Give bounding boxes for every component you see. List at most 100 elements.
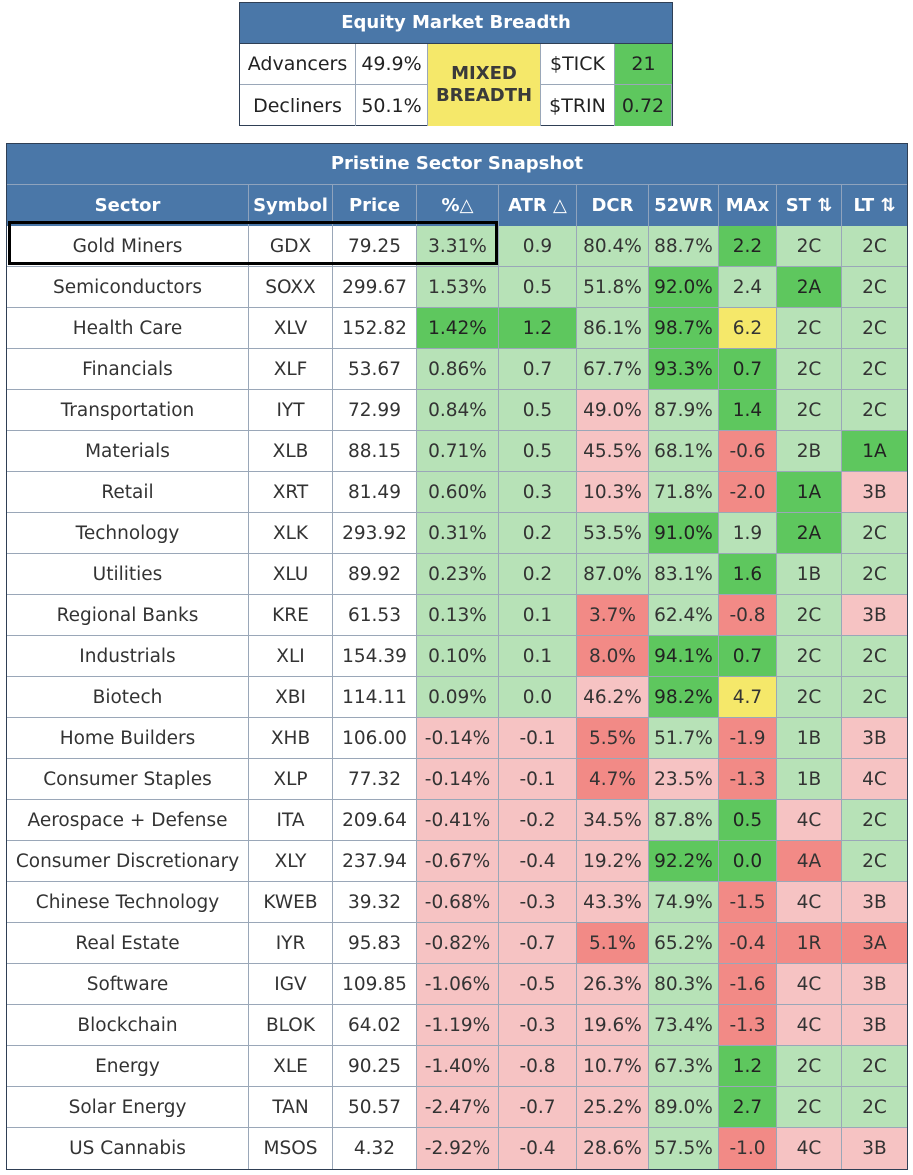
cell-dcr: 49.0% bbox=[577, 390, 649, 431]
cell-max: -1.6 bbox=[719, 964, 777, 1005]
cell-st: 1B bbox=[777, 554, 842, 595]
cell-52wr: 88.7% bbox=[649, 226, 719, 267]
cell-st: 2C bbox=[777, 390, 842, 431]
cell-st: 2C bbox=[777, 677, 842, 718]
cell-max: 0.7 bbox=[719, 349, 777, 390]
cell-st: 1B bbox=[777, 718, 842, 759]
cell-dcr: 19.2% bbox=[577, 841, 649, 882]
cell-lt: 2C bbox=[842, 636, 907, 677]
cell-atr-change: 0.3 bbox=[499, 472, 577, 513]
cell-52wr: 83.1% bbox=[649, 554, 719, 595]
cell-price: 77.32 bbox=[333, 759, 417, 800]
cell-symbol: IYR bbox=[249, 923, 333, 964]
cell-price: 72.99 bbox=[333, 390, 417, 431]
decliners-label: Decliners bbox=[240, 85, 356, 126]
cell-lt: 2C bbox=[842, 1087, 907, 1128]
table-row: Regional Banks KRE 61.53 0.13% 0.1 3.7% 62.4% -… bbox=[7, 595, 907, 636]
cell-sector: Industrials bbox=[7, 636, 249, 677]
cell-atr-change: -0.8 bbox=[499, 1046, 577, 1087]
breadth-status-badge: MIXED BREADTH bbox=[428, 44, 541, 126]
cell-atr-change: 0.9 bbox=[499, 226, 577, 267]
cell-st: 4C bbox=[777, 800, 842, 841]
cell-lt: 2C bbox=[842, 513, 907, 554]
breadth-title: Equity Market Breadth bbox=[240, 3, 672, 44]
cell-lt: 2C bbox=[842, 390, 907, 431]
cell-price: 152.82 bbox=[333, 308, 417, 349]
cell-atr-change: -0.3 bbox=[499, 882, 577, 923]
table-row: Blockchain BLOK 64.02 -1.19% -0.3 19.6% 73.4% -… bbox=[7, 1005, 907, 1046]
table-header-row: Sector Symbol Price %△ ATR △ DCR 52WR MAx ST ⇅ LT… bbox=[7, 185, 907, 226]
cell-dcr: 53.5% bbox=[577, 513, 649, 554]
cell-st: 2C bbox=[777, 595, 842, 636]
cell-atr-change: 0.5 bbox=[499, 431, 577, 472]
cell-price: 88.15 bbox=[333, 431, 417, 472]
cell-sector: Aerospace + Defense bbox=[7, 800, 249, 841]
cell-sector: Biotech bbox=[7, 677, 249, 718]
cell-symbol: KWEB bbox=[249, 882, 333, 923]
cell-price: 237.94 bbox=[333, 841, 417, 882]
cell-lt: 2C bbox=[842, 308, 907, 349]
cell-pct-change: -0.14% bbox=[417, 759, 499, 800]
cell-price: 64.02 bbox=[333, 1005, 417, 1046]
cell-lt: 2C bbox=[842, 677, 907, 718]
cell-atr-change: 0.2 bbox=[499, 554, 577, 595]
cell-st: 1B bbox=[777, 759, 842, 800]
cell-lt: 2C bbox=[842, 267, 907, 308]
decliners-value: 50.1% bbox=[356, 85, 428, 126]
column-header-symbol: Symbol bbox=[249, 185, 333, 226]
cell-52wr: 71.8% bbox=[649, 472, 719, 513]
cell-st: 1R bbox=[777, 923, 842, 964]
cell-max: -0.6 bbox=[719, 431, 777, 472]
cell-sector: Retail bbox=[7, 472, 249, 513]
cell-lt: 1A bbox=[842, 431, 907, 472]
cell-atr-change: 0.1 bbox=[499, 636, 577, 677]
cell-pct-change: -0.14% bbox=[417, 718, 499, 759]
cell-52wr: 92.0% bbox=[649, 267, 719, 308]
cell-atr-change: 0.1 bbox=[499, 595, 577, 636]
cell-lt: 3B bbox=[842, 472, 907, 513]
cell-lt: 3B bbox=[842, 595, 907, 636]
table-row: Industrials XLI 154.39 0.10% 0.1 8.0% 94.1% 0.7… bbox=[7, 636, 907, 677]
cell-pct-change: -2.92% bbox=[417, 1128, 499, 1169]
cell-atr-change: 1.2 bbox=[499, 308, 577, 349]
cell-sector: Utilities bbox=[7, 554, 249, 595]
cell-st: 4C bbox=[777, 1005, 842, 1046]
breadth-grid: Advancers 49.9% MIXED BREADTH $TICK 21 D… bbox=[240, 44, 672, 126]
cell-lt: 3B bbox=[842, 882, 907, 923]
cell-52wr: 89.0% bbox=[649, 1087, 719, 1128]
cell-max: 1.6 bbox=[719, 554, 777, 595]
cell-dcr: 26.3% bbox=[577, 964, 649, 1005]
cell-lt: 2C bbox=[842, 349, 907, 390]
table-row: Biotech XBI 114.11 0.09% 0.0 46.2% 98.2% 4.7 2C 2… bbox=[7, 677, 907, 718]
cell-max: 2.7 bbox=[719, 1087, 777, 1128]
cell-sector: Consumer Staples bbox=[7, 759, 249, 800]
table-row: Software IGV 109.85 -1.06% -0.5 26.3% 80.3% -1.… bbox=[7, 964, 907, 1005]
cell-st: 2A bbox=[777, 267, 842, 308]
cell-sector: Semiconductors bbox=[7, 267, 249, 308]
cell-sector: Materials bbox=[7, 431, 249, 472]
cell-price: 114.11 bbox=[333, 677, 417, 718]
cell-st: 4C bbox=[777, 882, 842, 923]
cell-price: 81.49 bbox=[333, 472, 417, 513]
cell-price: 90.25 bbox=[333, 1046, 417, 1087]
cell-symbol: BLOK bbox=[249, 1005, 333, 1046]
cell-symbol: XLI bbox=[249, 636, 333, 677]
cell-sector: US Cannabis bbox=[7, 1128, 249, 1169]
table-row: Health Care XLV 152.82 1.42% 1.2 86.1% 98.7% 6.… bbox=[7, 308, 907, 349]
cell-dcr: 80.4% bbox=[577, 226, 649, 267]
cell-symbol: SOXX bbox=[249, 267, 333, 308]
cell-price: 61.53 bbox=[333, 595, 417, 636]
table-row: Home Builders XHB 106.00 -0.14% -0.1 5.5% 51.7… bbox=[7, 718, 907, 759]
cell-pct-change: -0.68% bbox=[417, 882, 499, 923]
cell-sector: Transportation bbox=[7, 390, 249, 431]
cell-pct-change: 0.09% bbox=[417, 677, 499, 718]
cell-max: -1.3 bbox=[719, 759, 777, 800]
cell-max: -1.9 bbox=[719, 718, 777, 759]
cell-pct-change: -0.82% bbox=[417, 923, 499, 964]
cell-st: 4C bbox=[777, 964, 842, 1005]
cell-atr-change: -0.4 bbox=[499, 841, 577, 882]
cell-atr-change: -0.3 bbox=[499, 1005, 577, 1046]
cell-symbol: XLE bbox=[249, 1046, 333, 1087]
cell-lt: 3A bbox=[842, 923, 907, 964]
cell-st: 4C bbox=[777, 1128, 842, 1169]
